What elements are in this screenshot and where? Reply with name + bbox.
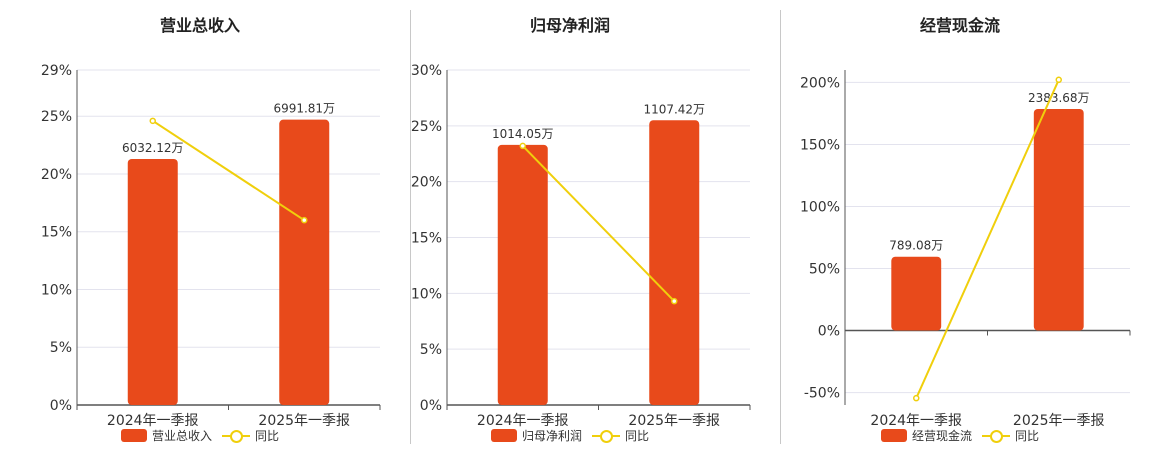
legend-bar-swatch <box>120 429 147 442</box>
y-tick-label: 0% <box>420 398 442 414</box>
legend-line-label: 同比 <box>255 429 280 443</box>
chart-legend: 营业总收入 同比 <box>0 427 400 444</box>
bar-经营现金流-0 <box>891 256 942 331</box>
bar-data-label: 6991.81万 <box>273 102 335 116</box>
bar-归母净利润-1 <box>649 120 700 405</box>
yoy-line <box>152 119 305 222</box>
y-tick-label: 15% <box>41 225 72 241</box>
yoy-point-1 <box>301 216 308 224</box>
legend-line-label: 同比 <box>1015 429 1040 443</box>
x-tick-label: 2025年一季报 <box>628 413 720 429</box>
yoy-point-1 <box>1055 76 1062 84</box>
y-tick-label: 5% <box>420 342 442 358</box>
y-tick-label: 30% <box>411 63 442 79</box>
y-tick-label: 25% <box>41 109 72 125</box>
chart-legend: 归母净利润 同比 <box>370 427 770 444</box>
yoy-line <box>522 145 675 302</box>
x-tick-label: 2025年一季报 <box>1013 413 1105 429</box>
chart-title: 营业总收入 <box>159 16 240 35</box>
x-tick-label: 2025年一季报 <box>258 413 350 429</box>
revenue-chart: 0% 5% 10% 15% 20% 25% 29% 6032.12万 2024年一季报 6991.… <box>41 63 381 429</box>
bar-营业总收入-0 <box>127 158 178 405</box>
legend-line-swatch <box>592 429 620 443</box>
y-tick-label: 100% <box>800 199 840 215</box>
legend-item-line[interactable]: 同比 <box>592 427 649 444</box>
chart-title: 经营现金流 <box>919 16 1000 35</box>
yoy-point-1 <box>671 297 678 305</box>
x-tick-label: 2024年一季报 <box>870 413 962 429</box>
y-tick-label: 150% <box>800 137 840 153</box>
bar-data-label: 6032.12万 <box>122 141 184 155</box>
chart-title: 归母净利润 <box>529 16 610 35</box>
y-tick-label: 15% <box>411 231 442 247</box>
yoy-point-0 <box>519 142 526 150</box>
legend-bar-swatch <box>880 429 907 442</box>
bar-营业总收入-1 <box>279 119 330 405</box>
legend-bar-label: 营业总收入 <box>151 429 212 443</box>
y-tick-label: 25% <box>411 119 442 135</box>
x-tick-label: 2024年一季报 <box>107 413 199 429</box>
legend-line-swatch <box>222 429 250 443</box>
legend-item-bar[interactable]: 经营现金流 <box>880 427 972 444</box>
y-tick-label: 20% <box>41 167 72 183</box>
legend-line-label: 同比 <box>625 429 650 443</box>
legend-item-bar[interactable]: 归母净利润 <box>490 427 582 444</box>
yoy-line <box>915 79 1060 399</box>
chart-legend: 经营现金流 同比 <box>760 427 1160 444</box>
bar-data-label: 2383.68万 <box>1028 91 1090 105</box>
cashflow-chart: -50% 0% 50% 100% 150% 200% 789.08万 2024年一季报 2383… <box>800 70 1131 429</box>
cashflow-chart-panel: 经营现金流 -50% 0% 50% 100% 150% 200% 789.08万 2024年一… <box>760 0 1160 450</box>
bar-data-label: 789.08万 <box>889 239 943 253</box>
bar-经营现金流-1 <box>1033 108 1084 331</box>
legend-bar-label: 归母净利润 <box>521 429 582 443</box>
y-tick-label: 0% <box>818 324 840 340</box>
y-tick-label: 29% <box>41 63 72 79</box>
y-tick-label: 5% <box>50 340 72 356</box>
legend-bar-label: 经营现金流 <box>911 429 972 443</box>
y-tick-label: 50% <box>809 262 840 278</box>
y-tick-label: 200% <box>800 75 840 91</box>
panel-divider <box>780 10 781 444</box>
y-tick-label: 20% <box>411 175 442 191</box>
legend-item-line[interactable]: 同比 <box>222 427 279 444</box>
y-tick-label: -50% <box>804 386 840 402</box>
bar-归母净利润-0 <box>497 144 548 406</box>
revenue-chart-panel: 营业总收入 0% 5% 10% 15% 20% 25% 29% 6032.12万 2024年一季… <box>0 0 400 450</box>
yoy-point-0 <box>913 394 920 402</box>
y-tick-label: 10% <box>41 282 72 298</box>
legend-item-line[interactable]: 同比 <box>982 427 1039 444</box>
net-profit-chart: 0% 5% 10% 15% 20% 25% 30% 1014.05万 2024年一季报 1107.… <box>411 63 751 429</box>
y-tick-label: 10% <box>411 286 442 302</box>
yoy-point-0 <box>149 117 156 125</box>
bar-data-label: 1014.05万 <box>492 127 554 141</box>
legend-bar-swatch <box>490 429 517 442</box>
legend-item-bar[interactable]: 营业总收入 <box>120 427 212 444</box>
panel-divider <box>410 10 411 444</box>
bar-data-label: 1107.42万 <box>643 102 705 116</box>
net-profit-chart-panel: 归母净利润 0% 5% 10% 15% 20% 25% 30% 1014.05万 2024年一季… <box>370 0 770 450</box>
legend-line-swatch <box>982 429 1010 443</box>
x-tick-label: 2024年一季报 <box>477 413 569 429</box>
y-tick-label: 0% <box>50 398 72 414</box>
